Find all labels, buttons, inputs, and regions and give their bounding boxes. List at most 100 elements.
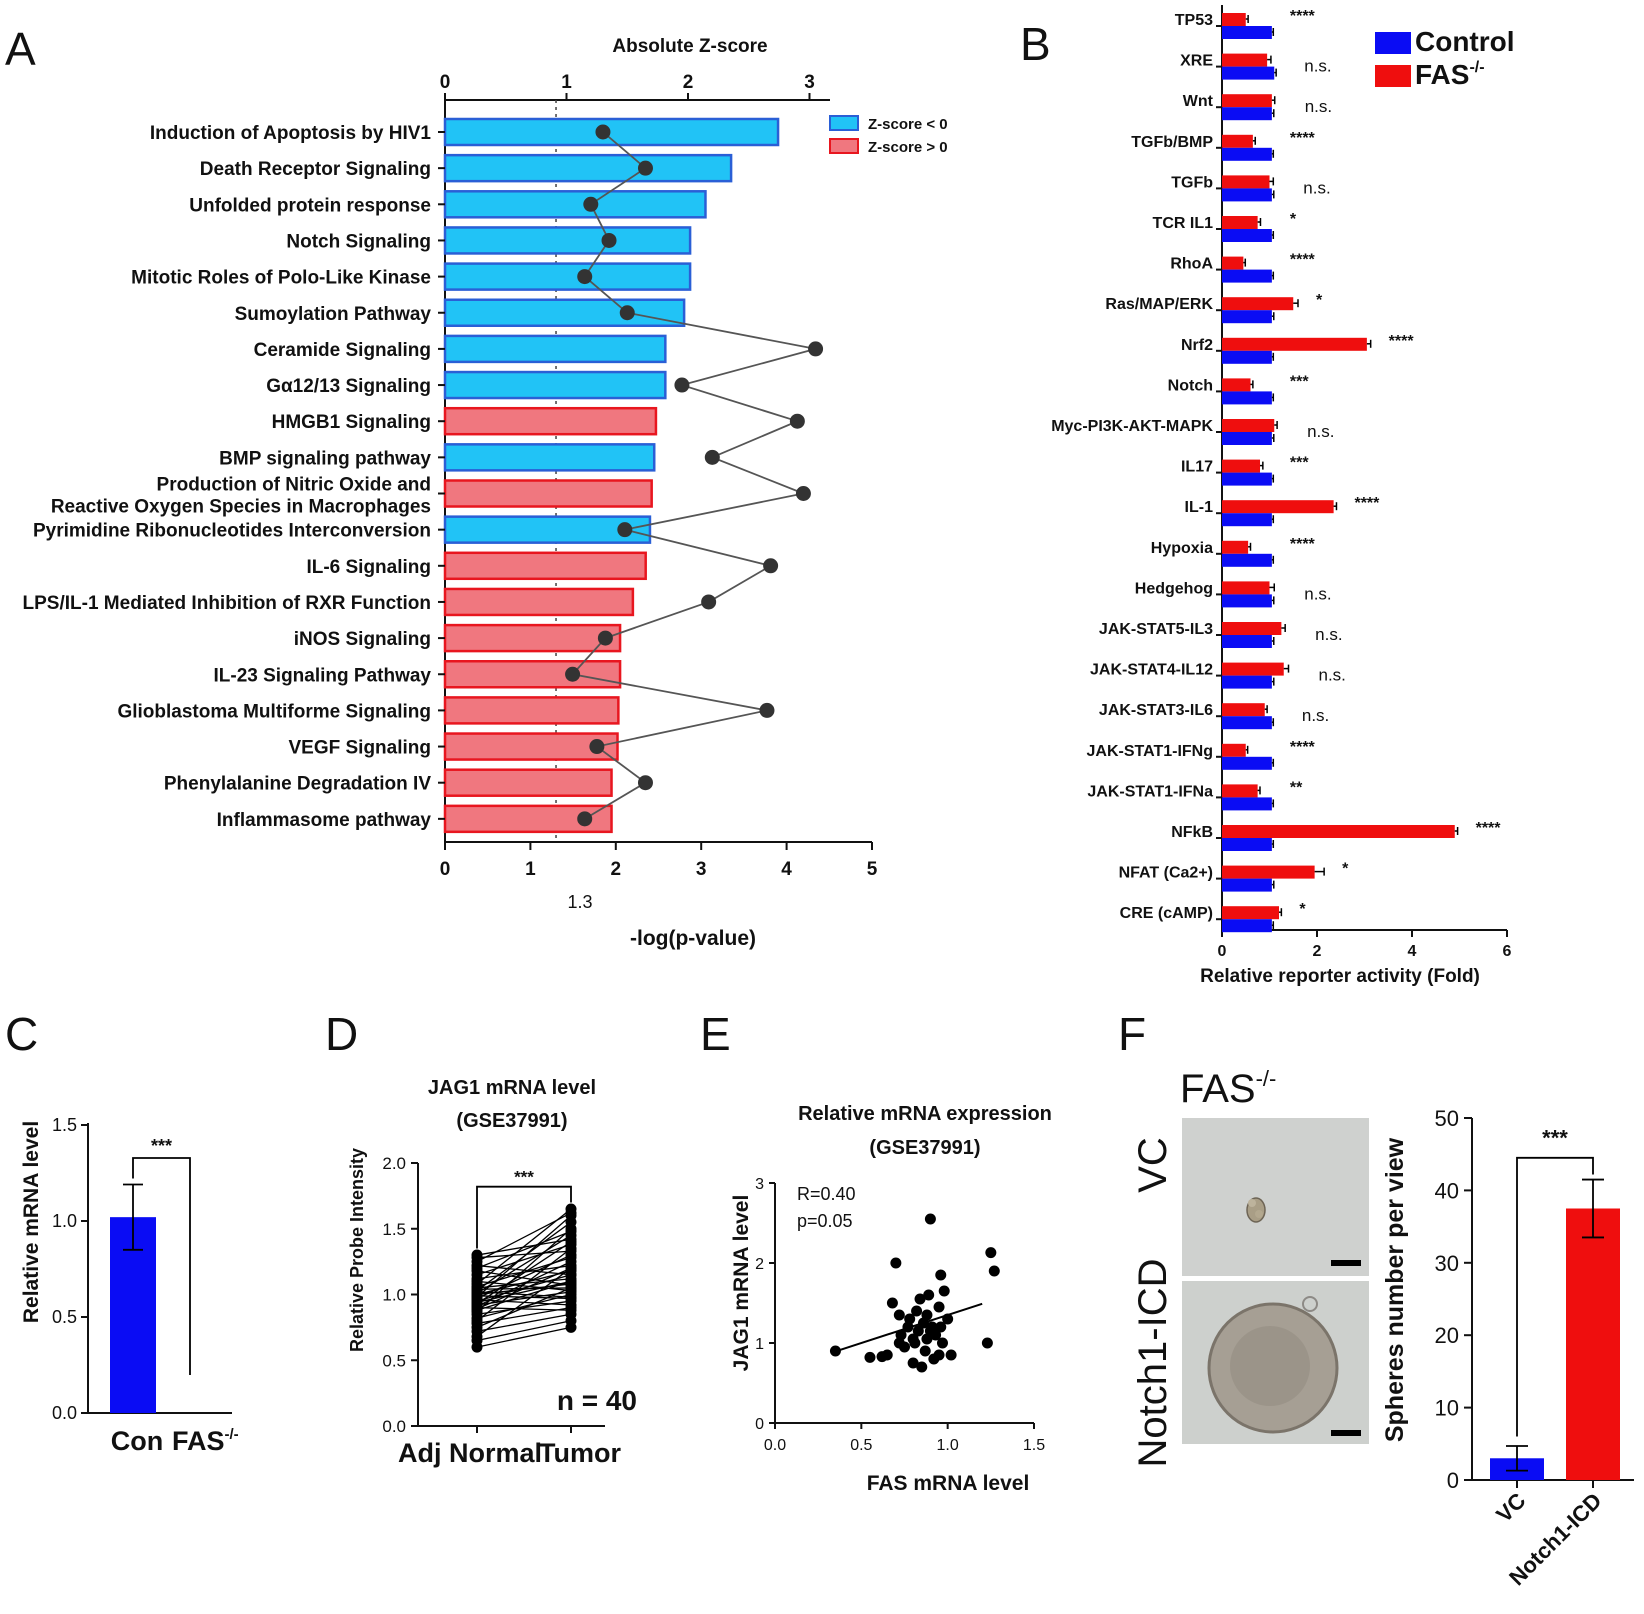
panel-a-bar [443,334,667,364]
panel-b-bar-fas [1222,175,1270,189]
panel-a-category-label: Reactive Oxygen Species in Macrophages [51,497,431,518]
panel-d-tumor-point [565,1233,577,1245]
panel-d-y-tick-label: 0.0 [382,1417,406,1436]
panel-b-significance: n.s. [1319,666,1346,685]
panel-label-f: F [1118,1008,1146,1060]
panel-e-point [933,1349,945,1361]
panel-a-top-tick-label: 2 [683,72,694,93]
scale-bar-notch [1331,1430,1361,1436]
panel-b-significance: * [1316,292,1323,309]
panel-f-row-label-notch: Notch1-ICD [1131,1259,1175,1468]
panel-d-pair-line [476,1299,572,1306]
panel-d-ylabel: Relative Probe Intensity [347,1148,367,1352]
panel-b-bar-control [1222,229,1272,242]
panel-e-point [881,1349,893,1361]
panel-b-category-label: JAK-STAT3-IL6 [1099,702,1213,719]
panel-b-category-label: IL-1 [1185,499,1214,516]
panel-b-category-label: TCR IL1 [1153,215,1214,232]
panel-f-y-tick-label: 50 [1435,1106,1459,1131]
panel-d-pair-line [476,1307,572,1311]
legend-swatch-fas [1375,65,1411,87]
legend-swatch-neg [829,115,859,131]
micrograph-vc-cell-cluster [1246,1197,1266,1223]
legend-label-fas-text: FAS [1415,59,1469,90]
panel-d-pair-line [476,1234,572,1294]
panel-d-pair-line [476,1326,572,1348]
panel-a-x-tick-label: 4 [781,859,792,880]
panel-d-normal-point [471,1303,483,1315]
panel-label-e: E [700,1008,731,1060]
panel-a-zscore-point [595,124,611,140]
panel-e-x-tick-label: 1.0 [937,1437,959,1454]
panel-d-title: JAG1 mRNA level [428,1077,596,1099]
panel-b-bar-control [1222,26,1272,39]
panel-d-subtitle: (GSE37991) [456,1110,567,1132]
panel-b-bar-fas [1222,703,1265,717]
panel-d-paired-chart: JAG1 mRNA level (GSE37991) Relative Prob… [347,1077,637,1468]
panel-a-zscore-point [577,269,593,285]
panel-a-bar [443,660,622,689]
panel-label-d: D [325,1008,358,1060]
panel-b-bar-control [1222,269,1272,283]
panel-b-bar-fas [1222,337,1367,351]
panel-b-category-label: TP53 [1175,12,1213,29]
panel-b-significance: *** [1290,373,1309,390]
panel-e-point [924,1325,936,1337]
panel-a-zscore-point [759,702,775,718]
panel-a-bar [443,406,658,436]
panel-a-zscore-point [619,305,635,321]
panel-a-category-label: Notch Signaling [286,231,431,252]
panel-a-bar [443,443,656,472]
panel-label-a: A [5,23,36,75]
panel-e-point [924,1213,936,1225]
panel-d-pair-line [476,1280,572,1304]
panel-b-significance: **** [1290,8,1316,25]
panel-d-pair-line [476,1230,572,1269]
panel-a-pathway-chart: Absolute Z-score -log(p-value) 1.3 Z-sco… [23,36,948,950]
panel-e-r-annotation: R=0.40 [797,1184,856,1204]
panel-label-b: B [1020,18,1051,70]
panel-b-bar-control [1222,594,1272,608]
panel-b-significance: **** [1290,739,1316,756]
panel-b-bar-control [1222,838,1272,851]
panel-b-category-label: Notch [1168,377,1213,394]
panel-b-bar-fas [1222,622,1282,635]
panel-b-bar-control [1222,350,1272,364]
panel-b-significance: **** [1290,252,1316,269]
panel-c-y-tick-label: 0.5 [52,1307,77,1327]
panel-a-x-tick-label: 5 [867,859,878,880]
panel-c-y-tick-label: 0.0 [52,1403,77,1423]
panel-a-bar [443,696,620,725]
panel-d-tumor-point [565,1262,577,1274]
panel-b-bar-fas [1222,134,1253,148]
panel-d-pair-line [476,1278,572,1289]
panel-a-bar [443,623,622,653]
panel-f-y-tick-label: 0 [1447,1468,1459,1493]
panel-b-bar-control [1222,107,1272,121]
panel-e-point [935,1321,947,1333]
panel-a-top-tick-label: 3 [804,72,815,93]
panel-d-significance: *** [514,1168,534,1187]
panel-a-bar [443,515,652,544]
panel-e-point [893,1309,905,1321]
panel-f-y-tick-label: 20 [1435,1323,1459,1348]
panel-b-bar-fas [1222,419,1275,432]
panel-a-zscore-point [701,594,717,610]
panel-a-category-label: Sumoylation Pathway [235,304,432,325]
panel-e-point [945,1349,957,1361]
panel-b-category-label: Hedgehog [1135,580,1213,597]
panel-a-zscore-point [789,413,805,429]
panel-a-bar [443,551,647,581]
panel-b-significance: n.s. [1302,706,1329,725]
panel-a-bar [443,479,653,508]
panel-e-y-tick-label: 2 [755,1256,764,1273]
panel-d-normal-point [471,1249,483,1261]
panel-e-subtitle: (GSE37991) [869,1137,980,1159]
panel-a-zscore-point [795,486,811,501]
panel-a-x-tick-label: 3 [696,859,707,880]
panel-f-genotype-sup: -/- [1256,1066,1277,1091]
panel-c-sig-bracket [132,1157,191,1375]
panel-c-category-text: FAS [172,1426,225,1456]
panel-a-category-label: Phenylalanine Degradation IV [164,774,431,795]
